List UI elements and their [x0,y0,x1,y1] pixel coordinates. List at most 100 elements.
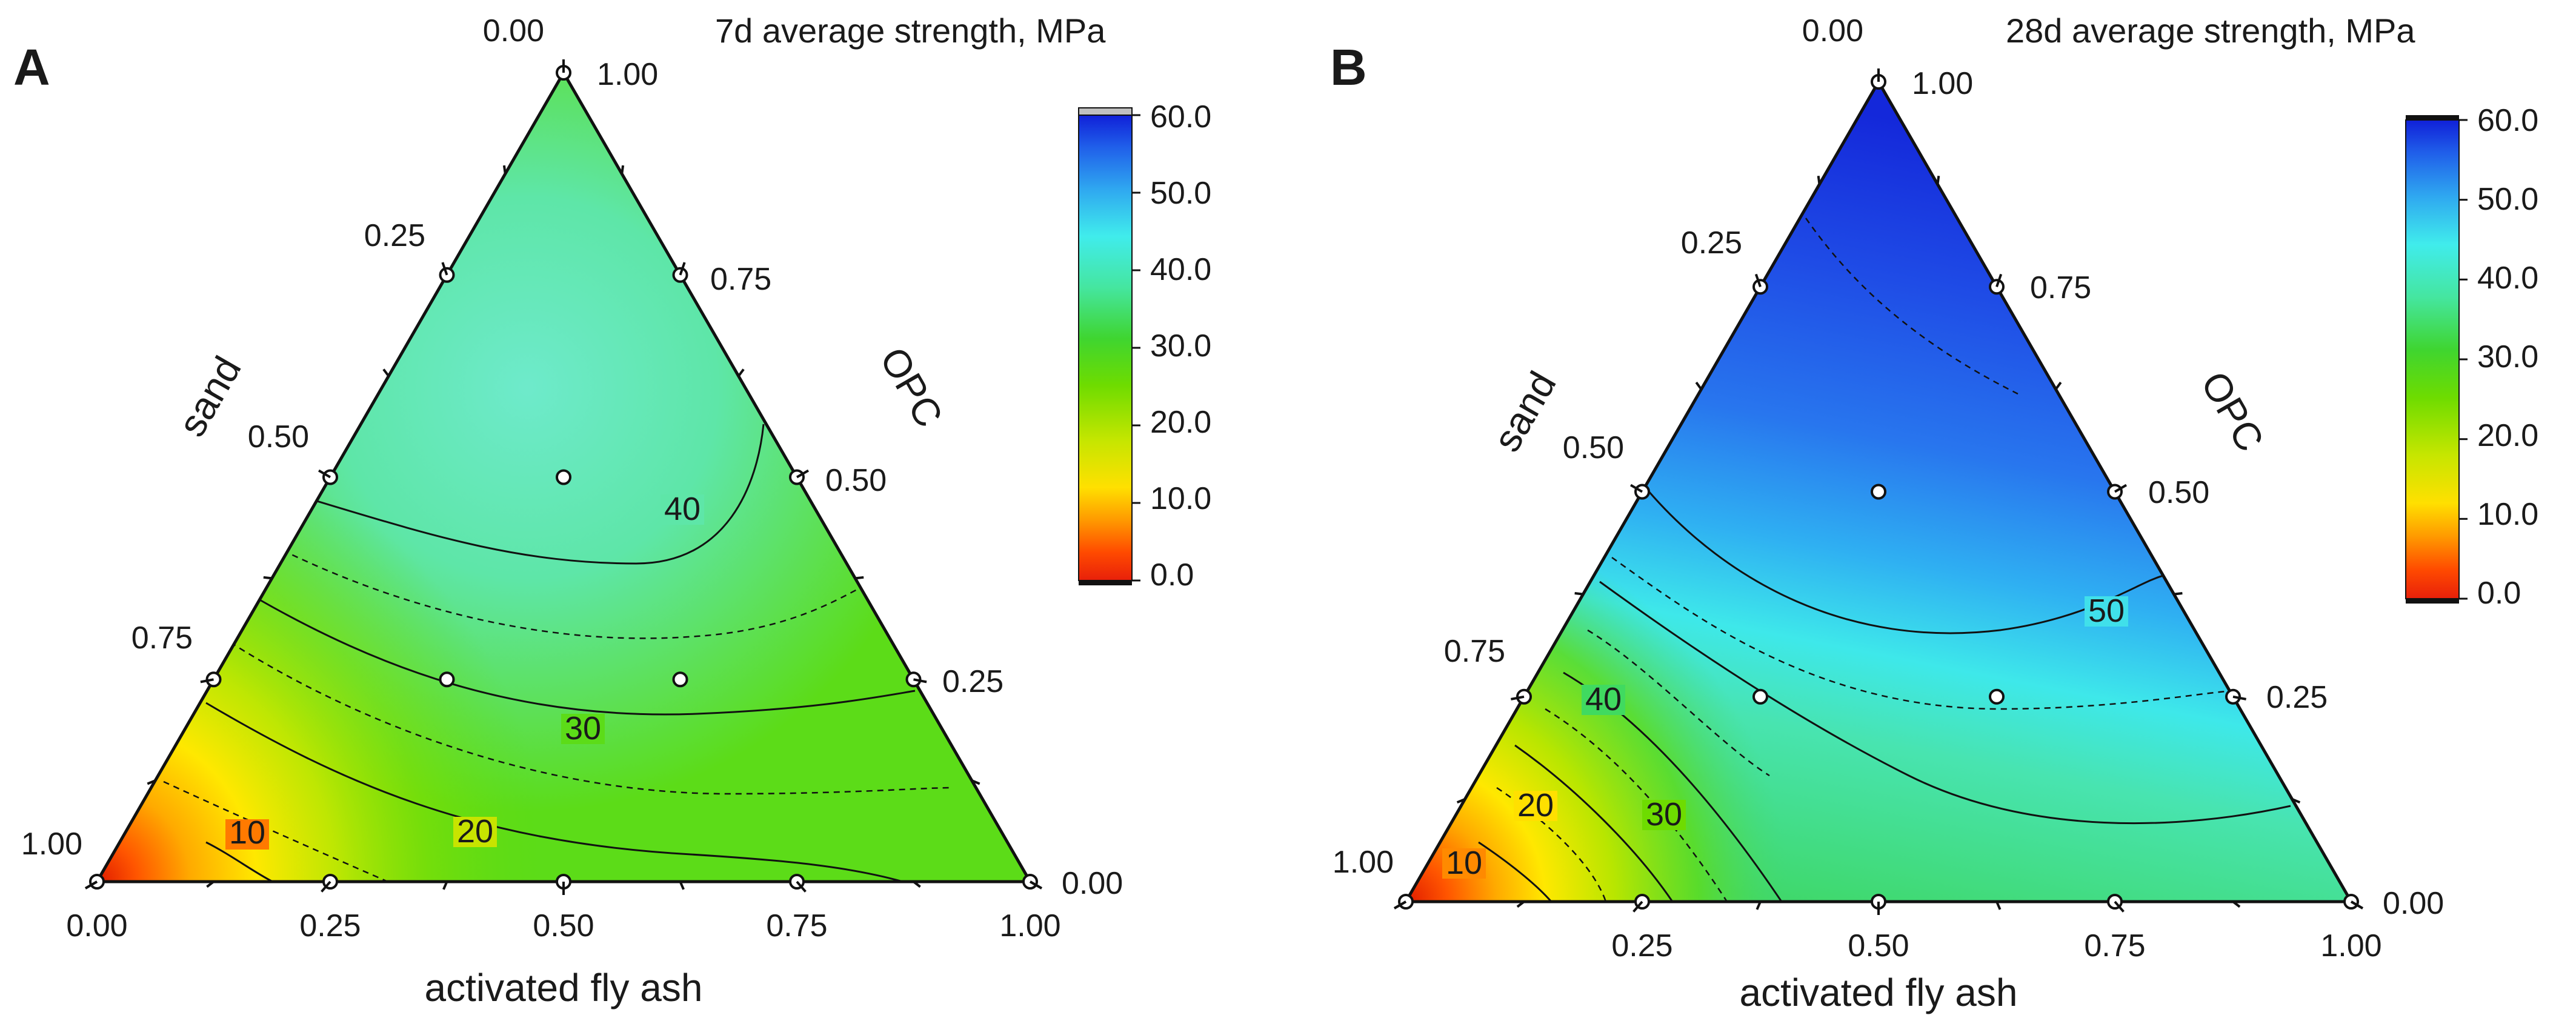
tick-mark [147,779,156,785]
tick-label: 0.75 [2084,928,2145,963]
contour-b-35 [1587,629,1770,777]
contour-label-b-50: 50 [2088,593,2125,629]
tick-mark [1632,900,1643,913]
colorbar-over-range [2406,115,2459,120]
tick-mark [206,880,215,888]
tick-label: 0.50 [2148,475,2209,510]
contour-a-20 [205,702,904,882]
tick-mark [1511,695,1525,700]
tick-label: 0.00 [1062,866,1123,901]
tick-label: 0.25 [1681,225,1742,261]
tick-mark [679,881,685,890]
colorbar-label: 40.0 [1150,252,1211,287]
contour-label-bg [1514,791,1557,821]
tick-label: 0.50 [1848,928,1909,963]
tick-mark [1695,381,1703,390]
tick-mark [2232,900,2241,908]
tick-mark [1754,273,1762,287]
tick-mark [1936,175,1940,185]
contour-b-25 [1545,708,1728,902]
tick-mark [442,881,448,890]
tick-label: 0.25 [1611,928,1672,963]
panel-a-contour-labels: 10 20 30 40 [225,491,704,851]
tick-label: 0.50 [533,908,594,943]
contour-label-bg [1642,800,1686,830]
contour-b-55 [1805,218,2019,395]
tick-label: 0.75 [1444,634,1505,669]
tick-label: 0.00 [66,908,127,943]
contour-label-b-40: 40 [1585,681,1622,717]
contour-label-bg [1582,685,1625,715]
tick-mark [913,678,927,684]
design-point [1752,688,1768,705]
tick-mark [84,880,98,890]
panel-a-design-points [89,65,1038,890]
panel-b: 10 20 30 40 50 0.25 0.50 0.75 1.00 1.00 … [1330,12,2538,1014]
tick-mark [1456,798,1466,804]
colorbar-label: 0.0 [1150,557,1194,593]
contour-b-20 [1514,744,1674,902]
panel-a-right-tick-labels: 1.00 0.75 0.50 0.25 0.00 [597,57,1123,901]
colorbar-label: 50.0 [1150,176,1211,211]
tick-label: 1.00 [1912,66,1973,101]
panel-b-colorbar: 60.0 50.0 40.0 30.0 20.0 10.0 0.0 [2405,103,2538,611]
tick-label: 1.00 [21,827,82,862]
contour-label-a-10: 10 [229,814,265,851]
tick-mark [2350,900,2364,910]
contour-a-25 [230,641,952,795]
tick-mark [913,880,921,888]
tick-label: 0.00 [483,13,544,48]
tick-mark [2291,798,2301,804]
contour-a-35 [272,544,861,639]
tick-label: 0.25 [942,664,1003,699]
tick-label: 0.50 [825,463,887,498]
colorbar-label: 50.0 [2477,182,2538,217]
axis-title-left: sand [170,349,250,444]
tick-mark [2232,695,2246,700]
contour-a-30 [254,596,916,716]
contour-label-bg [1442,848,1486,879]
tick-mark [621,165,625,175]
panel-b-left-tick-labels: 1.00 0.75 0.50 0.25 0.00 [1333,13,1863,880]
colorbar-label: 20.0 [2477,418,2538,453]
tick-mark [1629,484,1643,493]
contour-label-bg [225,819,269,850]
colorbar-label: 0.0 [2477,576,2521,611]
panel-a-title: 7d average strength, MPa [715,12,1106,50]
tick-label: 0.25 [364,218,425,253]
panel-b-title: 28d average strength, MPa [2006,12,2415,50]
panel-b-bottom-tick-labels: 0.25 0.50 0.75 1.00 [1611,928,2381,963]
design-point [439,671,455,688]
tick-label: 0.25 [299,908,361,943]
tick-label: 1.00 [2320,928,2381,963]
contour-a-10 [205,841,273,882]
axis-title-bottom: activated fly ash [425,966,703,1010]
colorbar-ticks [1132,114,1140,582]
colorbar-label: 30.0 [2477,339,2538,374]
tick-mark [2174,592,2183,596]
contour-b-45 [1611,556,2237,710]
colorbar-under-range [2406,599,2459,604]
tick-mark [1574,592,1583,596]
panel-b-ticks [1393,68,2364,915]
tick-mark [1995,273,2003,287]
contour-a-40 [302,424,765,565]
panel-b-design-points [1398,74,2359,910]
axis-title-right: OPC [2192,364,2272,459]
colorbar-label: 10.0 [2477,497,2538,532]
tick-mark [679,262,686,276]
contour-b-50 [1647,490,2164,634]
tick-mark [2114,900,2125,913]
colorbar-gradient [2405,119,2460,599]
panel-a-left-tick-labels: 1.00 0.75 0.50 0.25 0.00 [21,13,544,862]
panel-a: 10 20 30 40 0.00 0.25 0.50 0.75 1.00 1.0… [13,12,1211,1010]
colorbar-label: 40.0 [2477,261,2538,296]
tick-mark [737,368,745,377]
contour-label-b-10: 10 [1446,845,1482,881]
tick-label: 0.50 [248,419,309,454]
colorbar-label: 30.0 [1150,328,1211,364]
panel-a-bottom-tick-labels: 0.00 0.25 0.50 0.75 1.00 [66,908,1060,943]
axis-title-bottom: activated fly ash [1740,971,2018,1014]
tick-label: 0.75 [131,620,193,656]
contour-label-b-20: 20 [1517,787,1554,823]
